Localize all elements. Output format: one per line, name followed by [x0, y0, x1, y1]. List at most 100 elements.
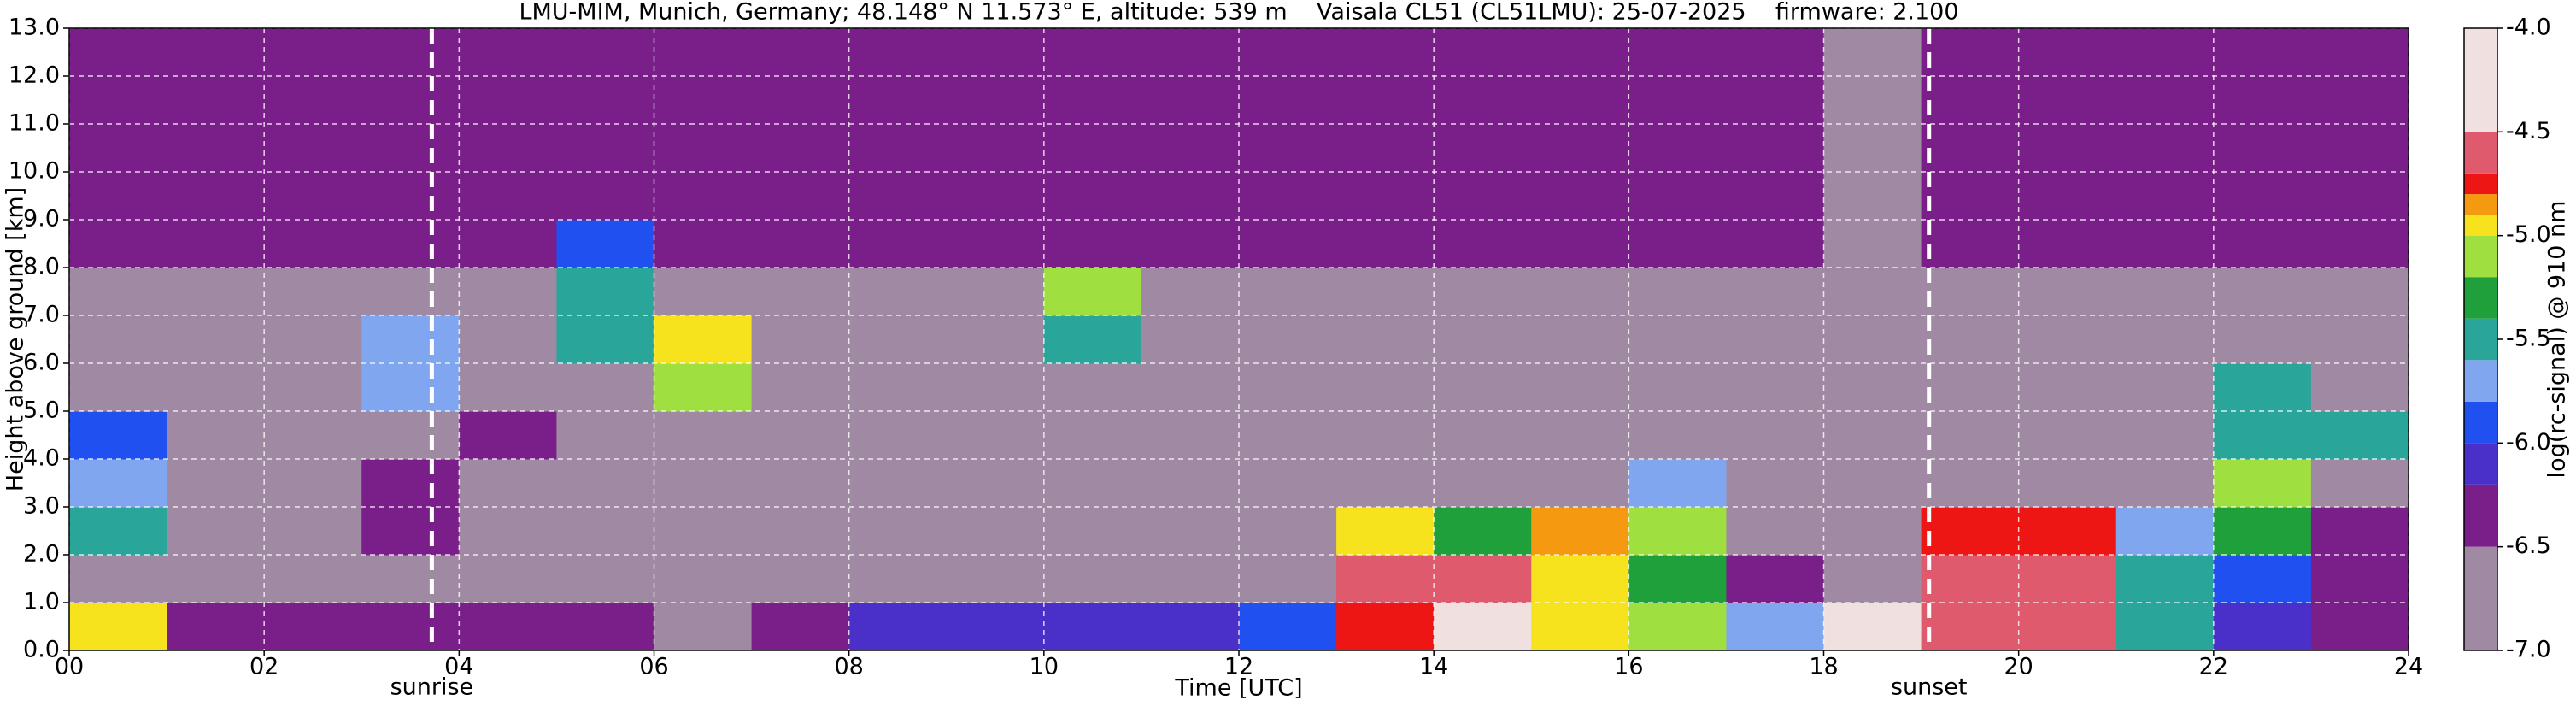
y-tick-label: 9.0: [23, 206, 60, 232]
heatmap-cell: [1434, 555, 1532, 603]
heatmap-cell: [1336, 507, 1435, 556]
x-axis-label: Time [UTC]: [1174, 675, 1302, 702]
heatmap-cell: [1628, 315, 1727, 364]
heatmap-cell: [1141, 411, 1240, 460]
colorbar-segment: [2464, 546, 2497, 650]
heatmap-cell: [556, 363, 654, 412]
heatmap-cell: [1239, 603, 1337, 651]
heatmap-cell: [167, 172, 265, 221]
heatmap-cell: [556, 603, 654, 651]
heatmap-cell: [2018, 76, 2117, 125]
heatmap-cell: [1336, 459, 1435, 508]
heatmap-cell: [2115, 315, 2215, 364]
x-tick-label: 06: [639, 654, 668, 680]
x-tick-label: 00: [55, 654, 84, 680]
heatmap-cell: [167, 28, 265, 77]
heatmap-cell: [1434, 76, 1532, 125]
heatmap-cell: [1239, 220, 1337, 268]
heatmap-cell: [751, 220, 850, 268]
heatmap-cell: [1726, 172, 1824, 221]
heatmap-cell: [69, 76, 167, 125]
heatmap-cell: [1628, 28, 1727, 77]
heatmap-cell: [459, 76, 557, 125]
heatmap-cell: [2213, 603, 2312, 651]
heatmap-cell: [2213, 459, 2312, 508]
heatmap-cell: [1726, 268, 1824, 316]
heatmap-cell: [751, 555, 850, 603]
heatmap-cell: [1336, 172, 1435, 221]
x-tick-label: 16: [1614, 654, 1643, 680]
heatmap-cell: [1531, 555, 1629, 603]
colorbar-segment: [2464, 28, 2497, 132]
colorbar-segment: [2464, 443, 2497, 485]
heatmap-cell: [264, 124, 362, 173]
heatmap-cell: [2115, 459, 2215, 508]
heatmap-cell: [1628, 172, 1727, 221]
heatmap-cell: [751, 76, 850, 125]
heatmap-cell: [361, 363, 460, 412]
heatmap-cell: [654, 459, 753, 508]
heatmap-cell: [1823, 124, 1922, 173]
heatmap-cell: [1141, 220, 1240, 268]
colorbar-segment: [2464, 277, 2497, 319]
heatmap-cell: [2310, 220, 2409, 268]
heatmap-cell: [2310, 603, 2409, 651]
colorbar-segment: [2464, 360, 2497, 402]
heatmap-cell: [1921, 315, 2020, 364]
heatmap-cell: [1628, 507, 1727, 556]
heatmap-cell: [1043, 507, 1142, 556]
plot-frame: [68, 27, 2409, 651]
heatmap-cell: [751, 411, 850, 460]
heatmap-cell: [1434, 459, 1532, 508]
heatmap-cell: [1239, 555, 1337, 603]
heatmap-cell: [1921, 268, 2020, 316]
heatmap-cell: [751, 459, 850, 508]
heatmap-cell: [361, 459, 460, 508]
heatmap-cell: [69, 507, 167, 556]
heatmap-cell: [459, 459, 557, 508]
heatmap-cell: [654, 507, 753, 556]
heatmap-cell: [1531, 459, 1629, 508]
y-tick-label: 6.0: [23, 350, 60, 376]
heatmap-cell: [2115, 268, 2215, 316]
heatmap-cell: [1239, 459, 1337, 508]
colorbar-segment: [2464, 484, 2497, 547]
heatmap-cell: [848, 315, 948, 364]
heatmap-cell: [1239, 363, 1337, 412]
heatmap-cell: [361, 76, 460, 125]
heatmap-cell: [2115, 363, 2215, 412]
heatmap-cell: [1531, 363, 1629, 412]
heatmap-cell: [1921, 76, 2020, 125]
heatmap-cell: [556, 411, 654, 460]
heatmap-cell: [2018, 28, 2117, 77]
heatmap-cell: [946, 268, 1045, 316]
heatmap-cell: [1043, 172, 1142, 221]
heatmap-cell: [1921, 124, 2020, 173]
heatmap-cell: [946, 411, 1045, 460]
heatmap-cell: [1823, 315, 1922, 364]
heatmap-cell: [69, 555, 167, 603]
heatmap-cell: [264, 220, 362, 268]
heatmap-cell: [2310, 124, 2409, 173]
heatmap-cell: [459, 555, 557, 603]
y-tick-label: 11.0: [9, 110, 60, 137]
heatmap-cell: [2018, 268, 2117, 316]
heatmap-cell: [1434, 411, 1532, 460]
y-tick-label: 1.0: [23, 589, 60, 615]
heatmap-cell: [1823, 459, 1922, 508]
heatmap-cell: [654, 172, 753, 221]
heatmap-cell: [361, 411, 460, 460]
heatmap-cell: [1336, 315, 1435, 364]
heatmap-cell: [1336, 603, 1435, 651]
heatmap-cell: [2213, 124, 2312, 173]
heatmap-cell: [946, 28, 1045, 77]
heatmap-cell: [69, 220, 167, 268]
heatmap-cell: [1239, 507, 1337, 556]
x-tick-label: 24: [2394, 654, 2423, 680]
heatmap-cell: [1628, 411, 1727, 460]
heatmap-cell: [751, 603, 850, 651]
heatmap-cell: [848, 172, 948, 221]
chart-title: LMU-MIM, Munich, Germany; 48.148° N 11.5…: [519, 0, 1958, 26]
heatmap-cell: [1141, 124, 1240, 173]
